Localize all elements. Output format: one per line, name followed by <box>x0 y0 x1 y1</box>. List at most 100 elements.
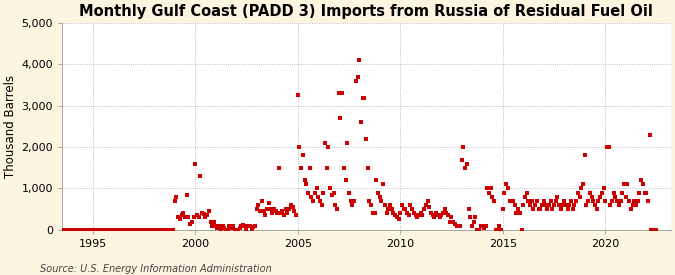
Point <box>50 228 61 232</box>
Point <box>456 157 467 162</box>
Point <box>495 228 506 232</box>
Point <box>82 228 93 232</box>
Point <box>163 228 173 232</box>
Point <box>634 190 645 195</box>
Point <box>530 203 541 207</box>
Point <box>446 215 457 220</box>
Point <box>455 224 466 228</box>
Point <box>578 182 589 186</box>
Point <box>176 213 187 218</box>
Point <box>236 224 247 229</box>
Point <box>568 207 578 211</box>
Point <box>215 228 226 232</box>
Point <box>443 213 454 218</box>
Point <box>484 190 495 195</box>
Point <box>256 199 267 203</box>
Point <box>317 203 327 207</box>
Point <box>557 203 568 207</box>
Point <box>485 186 496 191</box>
Point <box>92 228 103 232</box>
Point <box>342 141 352 145</box>
Point <box>193 215 204 220</box>
Point <box>195 174 206 178</box>
Point <box>491 228 502 232</box>
Text: Source: U.S. Energy Information Administration: Source: U.S. Energy Information Administ… <box>40 264 272 274</box>
Point <box>600 199 611 203</box>
Point <box>108 228 119 232</box>
Point <box>291 213 302 218</box>
Point <box>279 213 290 218</box>
Point <box>180 215 190 220</box>
Point <box>225 226 236 230</box>
Point <box>427 213 438 218</box>
Point <box>516 228 527 232</box>
Point <box>414 213 425 218</box>
Point <box>289 209 300 213</box>
Point <box>313 194 323 199</box>
Point <box>526 199 537 203</box>
Point <box>306 194 317 199</box>
Point <box>376 199 387 203</box>
Point <box>379 203 390 207</box>
Point <box>166 228 177 232</box>
Point <box>388 211 399 216</box>
Point <box>360 137 371 141</box>
Point <box>375 194 385 199</box>
Point <box>128 228 139 232</box>
Point <box>77 228 88 232</box>
Point <box>475 224 486 228</box>
Point <box>211 224 221 228</box>
Point <box>258 209 269 213</box>
Point <box>262 207 273 211</box>
Point <box>579 153 590 158</box>
Point <box>489 199 500 203</box>
Y-axis label: Thousand Barrels: Thousand Barrels <box>4 75 17 178</box>
Point <box>560 203 571 207</box>
Point <box>576 186 587 191</box>
Point <box>556 207 566 211</box>
Point <box>398 207 409 211</box>
Point <box>244 224 255 229</box>
Point <box>331 207 342 211</box>
Point <box>393 217 404 222</box>
Point <box>47 228 57 232</box>
Point <box>506 199 516 203</box>
Point <box>608 190 619 195</box>
Point <box>154 228 165 232</box>
Point <box>458 145 469 149</box>
Point <box>649 228 660 232</box>
Point <box>113 228 124 232</box>
Point <box>55 228 65 232</box>
Point <box>280 207 291 211</box>
Point <box>159 228 170 232</box>
Point <box>607 199 618 203</box>
Point <box>286 203 296 207</box>
Point <box>524 203 535 207</box>
Point <box>629 199 640 203</box>
Point <box>80 228 91 232</box>
Point <box>87 228 98 232</box>
Point <box>386 207 397 211</box>
Point <box>221 228 232 232</box>
Point <box>356 120 367 125</box>
Point <box>369 211 380 216</box>
Point <box>404 213 414 218</box>
Point <box>400 207 411 211</box>
Point <box>586 194 597 199</box>
Point <box>173 215 184 220</box>
Point <box>130 228 141 232</box>
Point <box>200 215 211 220</box>
Point <box>207 224 218 228</box>
Point <box>145 228 156 232</box>
Point <box>265 207 276 211</box>
Point <box>298 153 308 158</box>
Point <box>118 228 129 232</box>
Point <box>378 182 389 186</box>
Point <box>183 215 194 220</box>
Point <box>424 205 435 209</box>
Point <box>282 211 293 216</box>
Point <box>89 228 100 232</box>
Point <box>186 219 197 224</box>
Point <box>647 228 658 232</box>
Point <box>610 194 621 199</box>
